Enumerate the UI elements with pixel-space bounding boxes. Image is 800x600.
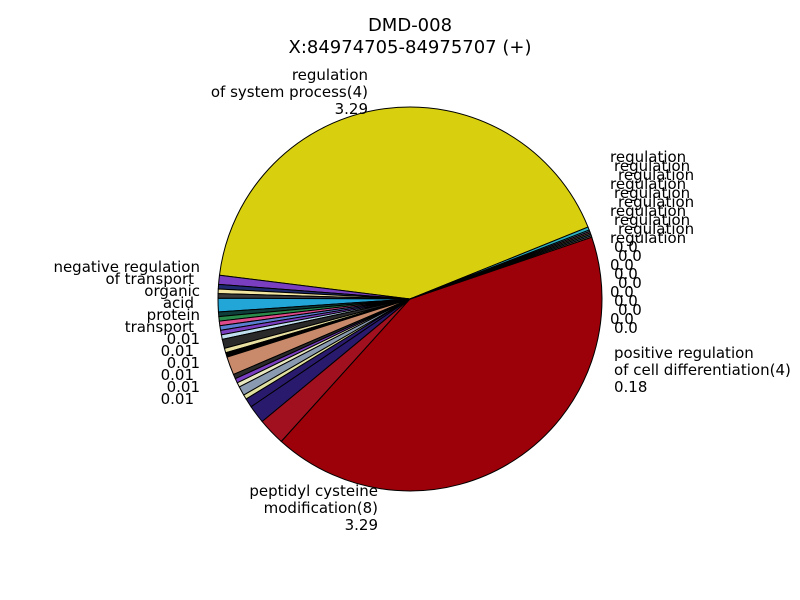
slice-label-small-left: of transport [105,270,194,288]
slice-label-positive-regulation-of-cell-differentiation: positive regulation of cell differentiati… [614,344,791,396]
slice-label-small-right: regulation [610,148,686,166]
slice-label-small-left: 0.01 [161,366,194,384]
chart-title: DMD-008 [368,15,452,36]
slice-label-small-right: 0.0 [610,310,634,328]
slice-label-small-left: organic [144,282,200,300]
slice-label-small-right: 0.0 [614,265,638,283]
slice-label-small-right: 0.0 [618,274,642,292]
slice-label-small-left: 0.01 [167,354,200,372]
pie-slice [218,106,589,300]
pie-slice [409,226,590,300]
slice-label-regulation-of-system-process: regulation of system process(4) 3.29 [211,66,368,118]
slice-label-small-left: 0.01 [167,330,200,348]
slice-label-small-right: 0.0 [614,292,638,310]
slice-label-small-right: regulation [618,193,694,211]
slice-label-small-right: 0.0 [610,256,634,274]
slice-label-small-left: 0.01 [161,342,194,360]
slice-label-small-left: 0.01 [161,390,194,408]
slice-label-small-right: 0.0 [618,301,642,319]
slice-label-small-left: negative regulation [53,258,200,276]
slice-label-small-right: 0.0 [614,319,638,337]
slice-label-small-right: 0.0 [610,283,634,301]
pie-slice [280,236,603,492]
slice-label-small-right: 0.0 [618,247,642,265]
slice-label-small-right: regulation [618,220,694,238]
slice-label-peptidyl-cysteine-modification: peptidyl cysteine modification(8) 3.29 [249,482,378,534]
slice-label-small-left: acid [163,294,194,312]
slice-label-small-right: regulation [614,157,690,175]
slice-label-small-left: transport [125,318,194,336]
slice-label-small-right: regulation [610,229,686,247]
slice-label-small-left: 0.01 [167,378,200,396]
slice-label-small-right: regulation [614,184,690,202]
pie-labels: regulation of system process(4) 3.29 peptid… [53,66,790,534]
slice-label-small-right: regulation [614,211,690,229]
slice-label-small-right: 0.0 [614,238,638,256]
pie-slices [217,106,603,492]
slice-label-small-right: regulation [618,166,694,184]
slice-label-small-right: regulation [610,175,686,193]
slice-label-small-left: protein [147,306,200,324]
slice-label-small-right: regulation [610,202,686,220]
chart-subtitle: X:84974705-84975707 (+) [289,37,532,58]
